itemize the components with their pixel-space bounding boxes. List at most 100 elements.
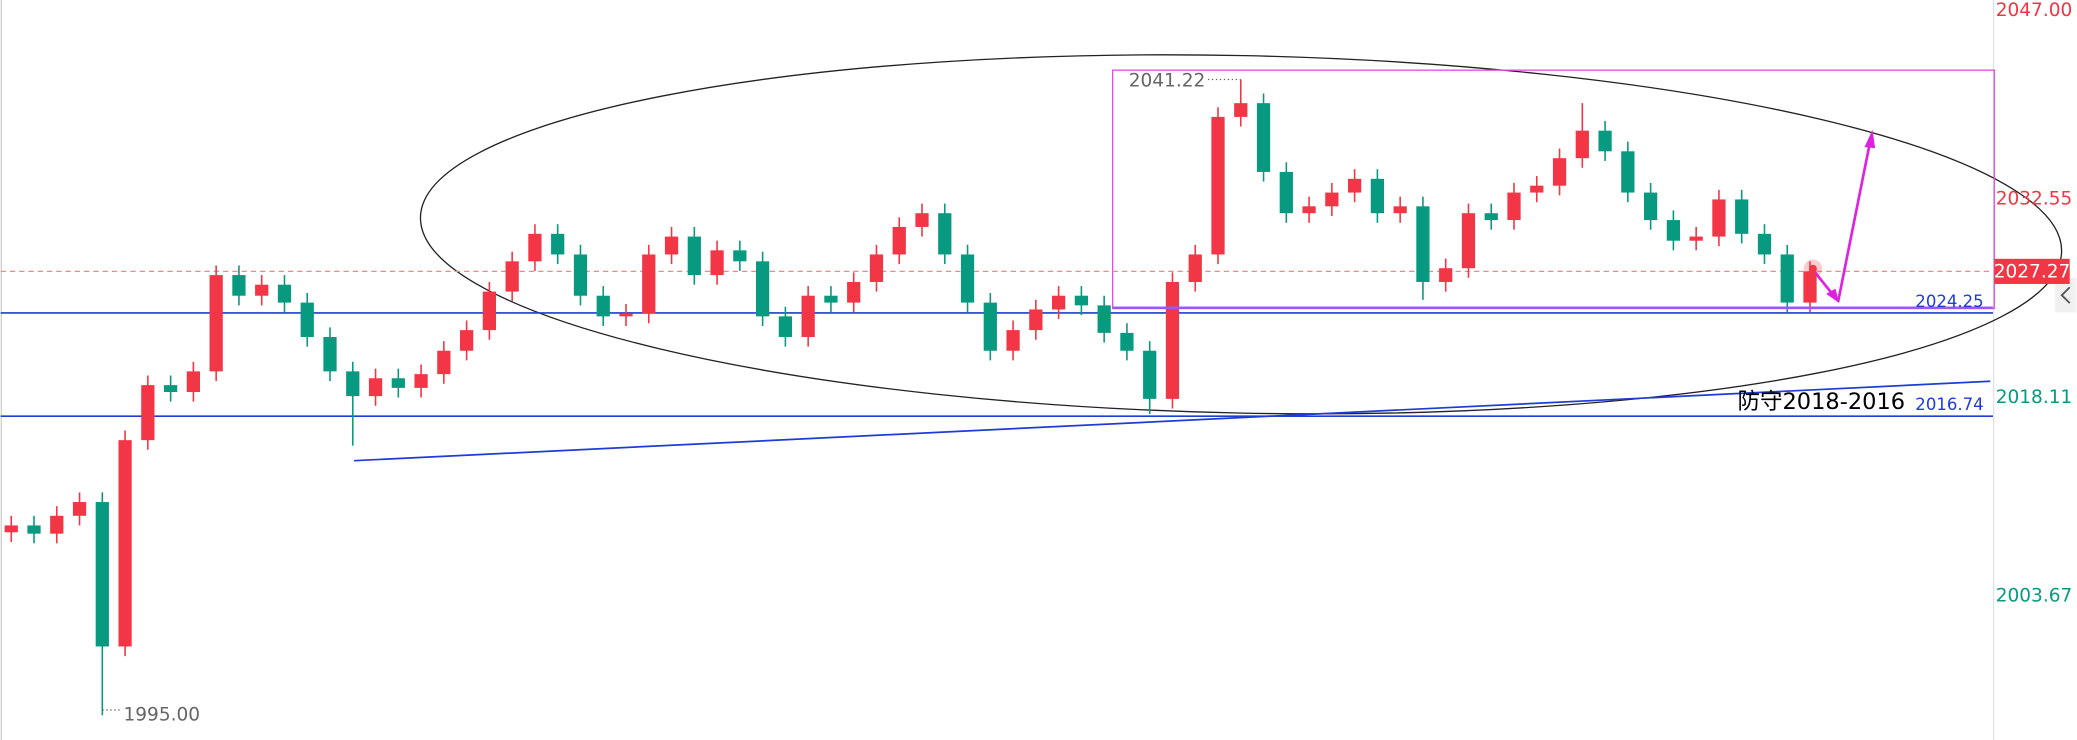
candle-body [983, 302, 997, 351]
ellipse-drawing [419, 54, 2063, 415]
candle-body [1416, 206, 1430, 282]
candle-body [72, 502, 87, 516]
candle-body [915, 213, 929, 227]
candle-body [960, 254, 975, 303]
candle-body [1348, 178, 1362, 193]
candle-body [1143, 350, 1157, 399]
candle-body [391, 378, 405, 388]
candle-body [4, 525, 18, 533]
candle-body [938, 213, 952, 255]
candle-body [1621, 151, 1635, 193]
candle-body [1256, 103, 1271, 172]
candle-body [551, 233, 565, 255]
arrow-head [1864, 129, 1876, 149]
candle-body [710, 250, 724, 276]
trend-line [354, 380, 1991, 462]
candle-body [1575, 130, 1589, 159]
note: 防守2018-2016 [1737, 389, 1905, 415]
candle-body [141, 385, 155, 441]
candle-body [232, 275, 246, 296]
candle-body [1052, 295, 1066, 310]
last-price-label: 2027.27 [1994, 262, 2071, 283]
candle-body [1165, 281, 1180, 399]
candles [4, 79, 1817, 716]
candle-body [346, 371, 360, 397]
candle-body [1234, 103, 1248, 117]
candle-body [1803, 271, 1817, 303]
collapse-icon[interactable] [2060, 286, 2071, 304]
candle-body [1689, 236, 1703, 241]
candle-body [869, 254, 884, 282]
extreme-label: 1995.00 [123, 705, 200, 726]
candle-body [1120, 332, 1134, 351]
candle-body [460, 330, 474, 351]
arrow-head [1826, 288, 1840, 304]
candle-body [847, 281, 861, 303]
candle-body [1552, 158, 1567, 186]
candle-body [1712, 199, 1726, 237]
candle-body [664, 236, 679, 255]
extreme-label: 2041.22 [1129, 70, 1206, 91]
candle-body [1530, 185, 1544, 193]
arrow-up [1836, 142, 1872, 303]
candle-body [164, 385, 178, 393]
candle-body [824, 295, 838, 303]
candle-body [414, 374, 428, 388]
candle-body [642, 254, 656, 314]
candle-body [255, 284, 269, 296]
candle-body [323, 336, 337, 372]
candle-body [300, 302, 314, 337]
y-tick-label: 2003.67 [1996, 585, 2073, 606]
candle-body [1439, 268, 1453, 282]
candle-body [756, 261, 770, 317]
candle-body [50, 515, 64, 534]
level-label: 2024.25 [1915, 292, 1983, 311]
candle-body [482, 291, 497, 331]
candle-body [27, 525, 41, 534]
candle-body [687, 236, 701, 276]
candle-body [437, 350, 451, 375]
candle-body [1006, 330, 1020, 351]
candle-body [1370, 178, 1385, 214]
candle-body [1211, 116, 1225, 255]
collapse-tab[interactable] [2055, 277, 2077, 313]
candle-body [1393, 206, 1407, 214]
candle-body [1325, 192, 1339, 207]
candle-body [1598, 130, 1612, 152]
y-tick-label: 2032.55 [1996, 188, 2073, 209]
candle-body [1507, 192, 1521, 221]
candle-body [573, 254, 588, 296]
candle-body [368, 378, 383, 397]
candle-body [733, 250, 747, 262]
candle-body [892, 226, 906, 255]
candle-body [1188, 254, 1202, 282]
candle-body [1461, 213, 1476, 269]
overlays: 防守2018-2016 2047.00 2032.55 2018.11 2003.67… [102, 0, 2077, 726]
candle-body [1757, 233, 1772, 255]
candle-body [1302, 206, 1316, 214]
candle-body [505, 261, 519, 292]
candle-body [596, 295, 610, 317]
level-label: 2016.74 [1915, 395, 1983, 414]
candle-body [619, 313, 633, 317]
candle-body [528, 233, 542, 262]
y-tick-label: 2047.00 [1996, 0, 2073, 21]
candle-body [1097, 305, 1111, 333]
y-tick-label: 2018.11 [1996, 387, 2073, 408]
candle-body [209, 275, 223, 372]
candle-body [1666, 220, 1681, 241]
candle-body [277, 284, 292, 303]
candle-body [1735, 199, 1749, 234]
last-price-dot [1808, 264, 1817, 273]
candle-body [1484, 213, 1498, 221]
candle-body [1029, 309, 1043, 331]
candle-body [95, 502, 109, 647]
candle-body [186, 371, 201, 393]
candle-body [1279, 171, 1293, 214]
candle-body [778, 316, 793, 337]
candle-body [1074, 295, 1089, 306]
candle-body [801, 295, 815, 337]
